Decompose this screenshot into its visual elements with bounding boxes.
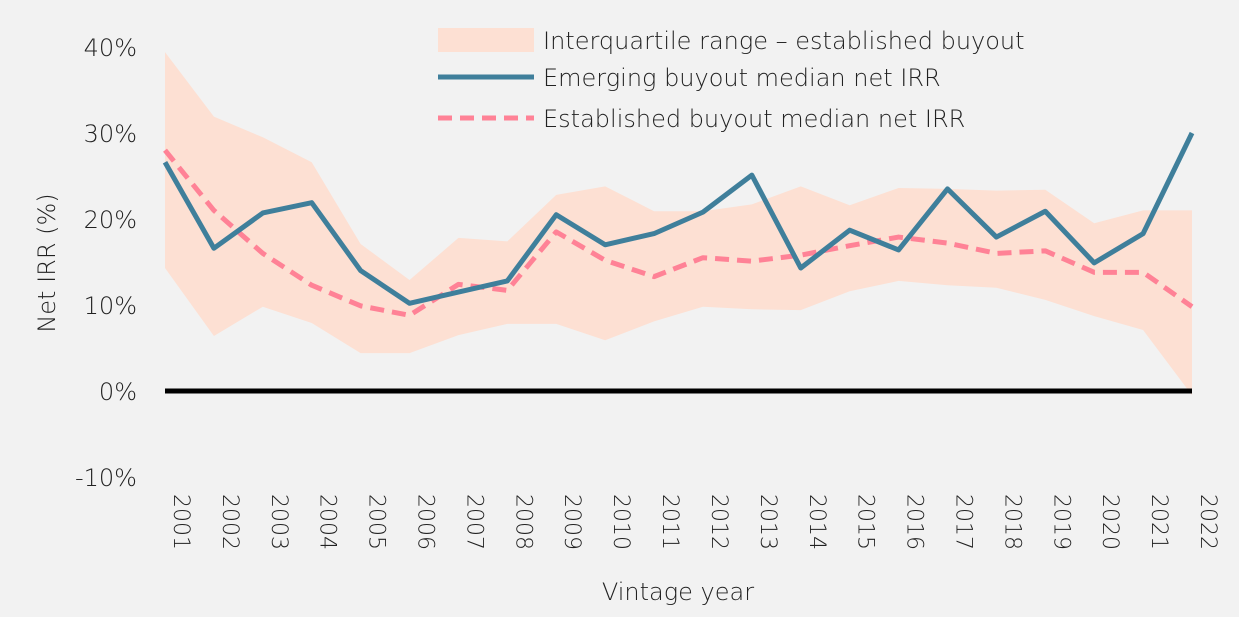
legend: Interquartile range – established buyout… xyxy=(438,27,1025,133)
x-tick-label: 2013 xyxy=(755,494,780,550)
x-tick-label: 2007 xyxy=(461,494,486,550)
x-tick-label: 2005 xyxy=(364,494,389,550)
y-tick-label: 10% xyxy=(84,292,137,320)
x-tick-label: 2011 xyxy=(657,494,682,550)
legend-label-band: Interquartile range – established buyout xyxy=(543,27,1025,55)
y-tick-label: 40% xyxy=(84,34,137,62)
x-tick-label: 2006 xyxy=(413,494,438,550)
legend-label-established: Established buyout median net IRR xyxy=(543,105,965,133)
x-tick-label: 2016 xyxy=(902,494,927,550)
legend-label-emerging: Emerging buyout median net IRR xyxy=(543,64,941,92)
x-tick-label: 2003 xyxy=(266,494,291,550)
x-tick-label: 2002 xyxy=(217,494,242,550)
y-axis-label: Net IRR (%) xyxy=(33,193,61,332)
x-tick-label: 2010 xyxy=(608,494,633,550)
x-tick-label: 2019 xyxy=(1048,494,1073,550)
y-tick-label: 0% xyxy=(99,378,137,406)
x-tick-label: 2012 xyxy=(706,494,731,550)
x-tick-label: 2014 xyxy=(804,494,829,550)
x-axis-label: Vintage year xyxy=(602,578,754,606)
x-tick-label: 2001 xyxy=(168,494,193,550)
x-tick-label: 2017 xyxy=(950,494,975,550)
x-tick-label: 2018 xyxy=(999,494,1024,550)
y-tick-label: -10% xyxy=(75,464,137,492)
x-tick-label: 2008 xyxy=(510,494,535,550)
y-tick-label: 30% xyxy=(84,120,137,148)
y-tick-label: 20% xyxy=(84,206,137,234)
x-tick-label: 2004 xyxy=(315,494,340,550)
x-tick-label: 2021 xyxy=(1146,494,1171,550)
legend-swatch-band xyxy=(438,28,534,52)
x-tick-label: 2015 xyxy=(853,494,878,550)
x-tick-label: 2020 xyxy=(1097,494,1122,550)
x-tick-label: 2022 xyxy=(1195,494,1220,550)
x-tick-label: 2009 xyxy=(559,494,584,550)
